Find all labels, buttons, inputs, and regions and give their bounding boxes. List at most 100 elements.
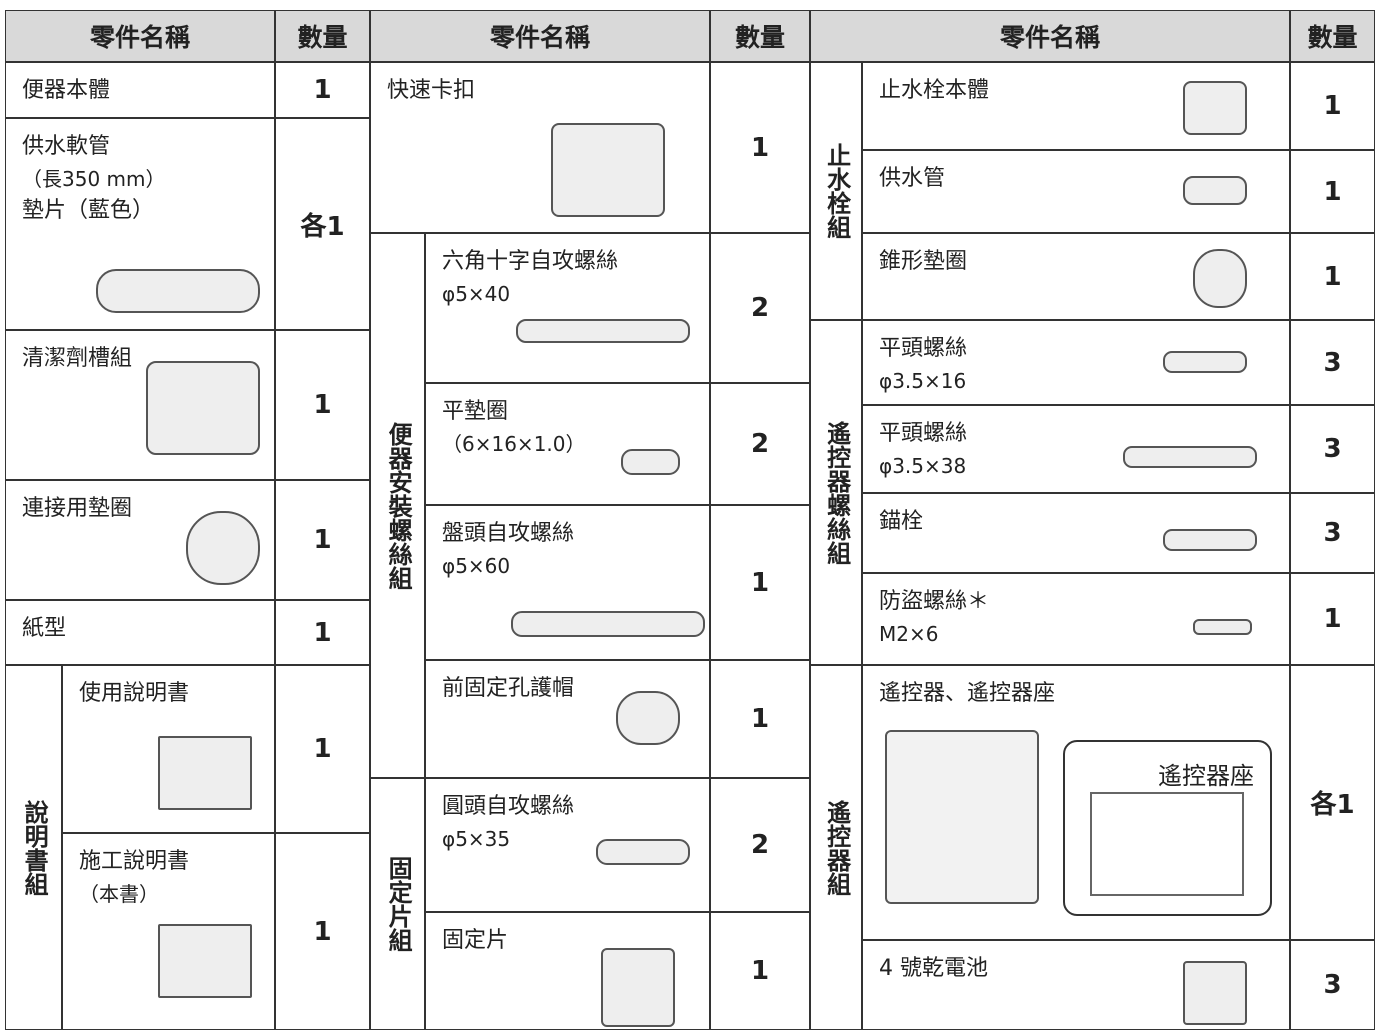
part-image — [601, 948, 675, 1027]
item-cell: 平墊圈 （6×16×1.0） — [425, 383, 710, 505]
item-cell: 盤頭自攻螺絲 φ5×60 — [425, 505, 710, 660]
part-image — [186, 511, 260, 585]
part-image — [146, 361, 260, 455]
item-text: 連接用墊圈 — [22, 493, 132, 525]
part-image — [158, 736, 252, 810]
item-cell: 施工說明書 （本書） — [62, 833, 275, 1030]
group-label: 遙控器組 — [810, 665, 862, 1030]
qty-cell: 1 — [275, 480, 370, 600]
item-cell: 便器本體 — [5, 62, 275, 118]
callout-box: 遙控器座 — [1063, 740, 1272, 916]
item-text: 便器本體 — [22, 75, 110, 107]
item-spec: （6×16×1.0） — [442, 432, 586, 456]
item-name: 供水管 — [879, 166, 946, 191]
callout-label: 遙控器座 — [1158, 762, 1254, 790]
item-cell: 防盜螺絲＊ M2×6 — [862, 573, 1290, 665]
part-image — [1193, 249, 1247, 308]
part-image — [516, 319, 690, 343]
item-cell: 前固定孔護帽 — [425, 660, 710, 778]
item-text: 清潔劑槽組 — [22, 343, 132, 375]
item-spec: M2×6 — [879, 622, 939, 646]
qty-cell: 3 — [1290, 405, 1375, 493]
item-text: 供水軟管 （長350 mm） 墊片（藍色） — [22, 131, 166, 227]
qty-cell: 各1 — [1290, 665, 1375, 940]
item-cell: 紙型 — [5, 600, 275, 665]
qty-cell: 各1 — [275, 118, 370, 330]
remote-holder-image — [1090, 792, 1244, 896]
item-name: 便器本體 — [22, 78, 111, 103]
item-spec: φ5×40 — [442, 282, 511, 306]
item-text: 圓頭自攻螺絲 φ5×35 — [442, 791, 574, 855]
qty-cell: 1 — [275, 833, 370, 1030]
qty-cell: 2 — [710, 233, 810, 383]
part-image — [596, 839, 690, 865]
header-cell: 零件名稱 — [5, 10, 275, 62]
item-name: 使用說明書 — [79, 681, 190, 706]
qty-cell: 1 — [1290, 573, 1375, 665]
item-cell: 遙控器、遙控器座遙控器座 — [862, 665, 1290, 940]
group-label: 固定片組 — [370, 778, 425, 1030]
qty-cell: 3 — [1290, 940, 1375, 1030]
part-image — [551, 123, 665, 217]
qty-cell: 2 — [710, 778, 810, 912]
item-spec: φ5×35 — [442, 827, 511, 851]
item-spec: φ5×60 — [442, 554, 511, 578]
qty-cell: 1 — [1290, 62, 1375, 150]
item-name: 防盜螺絲＊ — [879, 589, 990, 614]
item-text: 盤頭自攻螺絲 φ5×60 — [442, 518, 574, 582]
part-image — [1183, 81, 1247, 135]
item-name: 盤頭自攻螺絲 — [442, 521, 575, 546]
item-cell: 使用說明書 — [62, 665, 275, 833]
item-cell: 止水栓本體 — [862, 62, 1290, 150]
item-text: 六角十字自攻螺絲 φ5×40 — [442, 246, 618, 310]
group-label: 便器安裝螺絲組 — [370, 233, 425, 778]
item-text: 紙型 — [22, 613, 66, 645]
item-cell: 固定片 — [425, 912, 710, 1030]
item-name: 平頭螺絲 — [879, 336, 968, 361]
qty-cell: 1 — [275, 330, 370, 480]
item-text: 4 號乾電池 — [879, 953, 988, 985]
remote-image — [885, 730, 1039, 904]
item-name: 4 號乾電池 — [879, 956, 988, 981]
header-cell: 數量 — [275, 10, 370, 62]
item-cell: 快速卡扣 — [370, 62, 710, 233]
part-image — [621, 449, 680, 475]
item-cell: 錨栓 — [862, 493, 1290, 573]
item-name: 清潔劑槽組 — [22, 346, 133, 371]
item-text: 固定片 — [442, 925, 508, 957]
qty-cell: 2 — [710, 383, 810, 505]
part-image — [616, 691, 680, 745]
part-image — [1193, 619, 1252, 635]
part-image — [1163, 351, 1247, 373]
item-name: 前固定孔護帽 — [442, 676, 575, 701]
header-cell: 零件名稱 — [810, 10, 1290, 62]
header-cell: 零件名稱 — [370, 10, 710, 62]
group-label: 止水栓組 — [810, 62, 862, 320]
qty-cell: 1 — [1290, 233, 1375, 320]
item-name: 六角十字自攻螺絲 — [442, 249, 619, 274]
item-text: 施工說明書 （本書） — [79, 846, 189, 910]
item-name: 施工說明書 — [79, 849, 190, 874]
item-text: 遙控器、遙控器座 — [879, 678, 1055, 710]
part-image — [511, 611, 705, 637]
qty-cell: 1 — [710, 660, 810, 778]
qty-cell: 1 — [1290, 150, 1375, 233]
item-name: 錨栓 — [879, 509, 924, 534]
item-text: 使用說明書 — [79, 678, 189, 710]
item-text: 平頭螺絲 φ3.5×38 — [879, 418, 967, 482]
header-cell: 數量 — [710, 10, 810, 62]
part-image — [96, 269, 260, 313]
item-name: 平墊圈 — [442, 399, 509, 424]
item-cell: 六角十字自攻螺絲 φ5×40 — [425, 233, 710, 383]
part-image — [1123, 446, 1257, 468]
item-name: 錐形墊圈 — [879, 249, 968, 274]
group-label: 遙控器螺絲組 — [810, 320, 862, 665]
qty-cell: 1 — [275, 62, 370, 118]
item-cell: 錐形墊圈 — [862, 233, 1290, 320]
qty-cell: 1 — [275, 665, 370, 833]
item-text: 供水管 — [879, 163, 945, 195]
item-name: 固定片 — [442, 928, 509, 953]
item-name: 止水栓本體 — [879, 78, 990, 103]
part-image — [158, 924, 252, 998]
